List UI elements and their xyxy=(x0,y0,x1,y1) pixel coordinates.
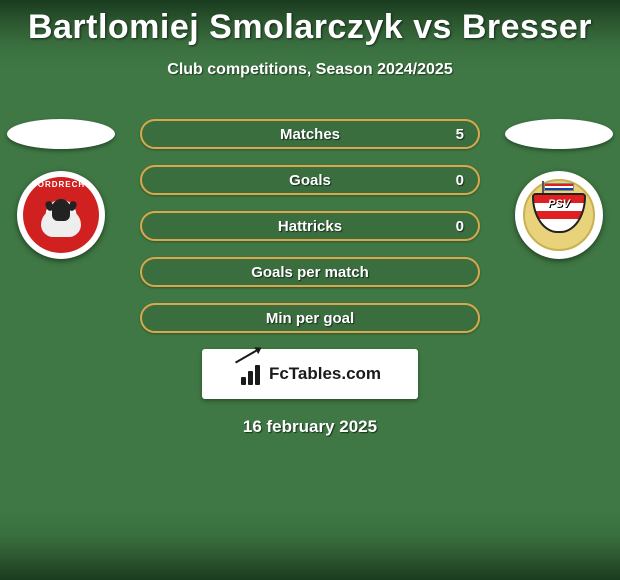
stat-label: Goals per match xyxy=(251,264,369,281)
brand-text: FcTables.com xyxy=(269,364,381,384)
stat-label: Min per goal xyxy=(266,310,354,327)
stat-label: Goals xyxy=(289,172,331,189)
stat-value-right: 5 xyxy=(456,126,464,143)
player-right: PSV xyxy=(504,119,614,259)
stat-row: Goals 0 xyxy=(140,165,480,195)
stat-label: Matches xyxy=(280,126,340,143)
crest-left-text: DORDRECHT xyxy=(17,180,105,189)
player-left: DORDRECHT xyxy=(6,119,116,259)
stat-value-right: 0 xyxy=(456,172,464,189)
avatar-left xyxy=(7,119,115,149)
avatar-right xyxy=(505,119,613,149)
crest-right-text: PSV xyxy=(534,195,584,231)
comparison-panel: DORDRECHT PSV Matches 5 Goals 0 xyxy=(0,119,620,437)
crest-left: DORDRECHT xyxy=(17,171,105,259)
date-label: 16 february 2025 xyxy=(0,417,620,437)
subtitle: Club competitions, Season 2024/2025 xyxy=(0,61,620,79)
brand-box: FcTables.com xyxy=(202,349,418,399)
stat-rows: Matches 5 Goals 0 Hattricks 0 Goals per … xyxy=(140,119,480,333)
stat-row: Matches 5 xyxy=(140,119,480,149)
stat-row: Goals per match xyxy=(140,257,480,287)
flag-icon xyxy=(544,183,574,191)
crest-left-mascot xyxy=(37,199,85,239)
page-title: Bartlomiej Smolarczyk vs Bresser xyxy=(0,0,620,47)
stat-value-right: 0 xyxy=(456,218,464,235)
chart-arrow-icon xyxy=(239,363,265,385)
stat-label: Hattricks xyxy=(278,218,342,235)
stat-row: Min per goal xyxy=(140,303,480,333)
crest-right-shield: PSV xyxy=(532,193,586,233)
crest-right: PSV xyxy=(515,171,603,259)
stat-row: Hattricks 0 xyxy=(140,211,480,241)
